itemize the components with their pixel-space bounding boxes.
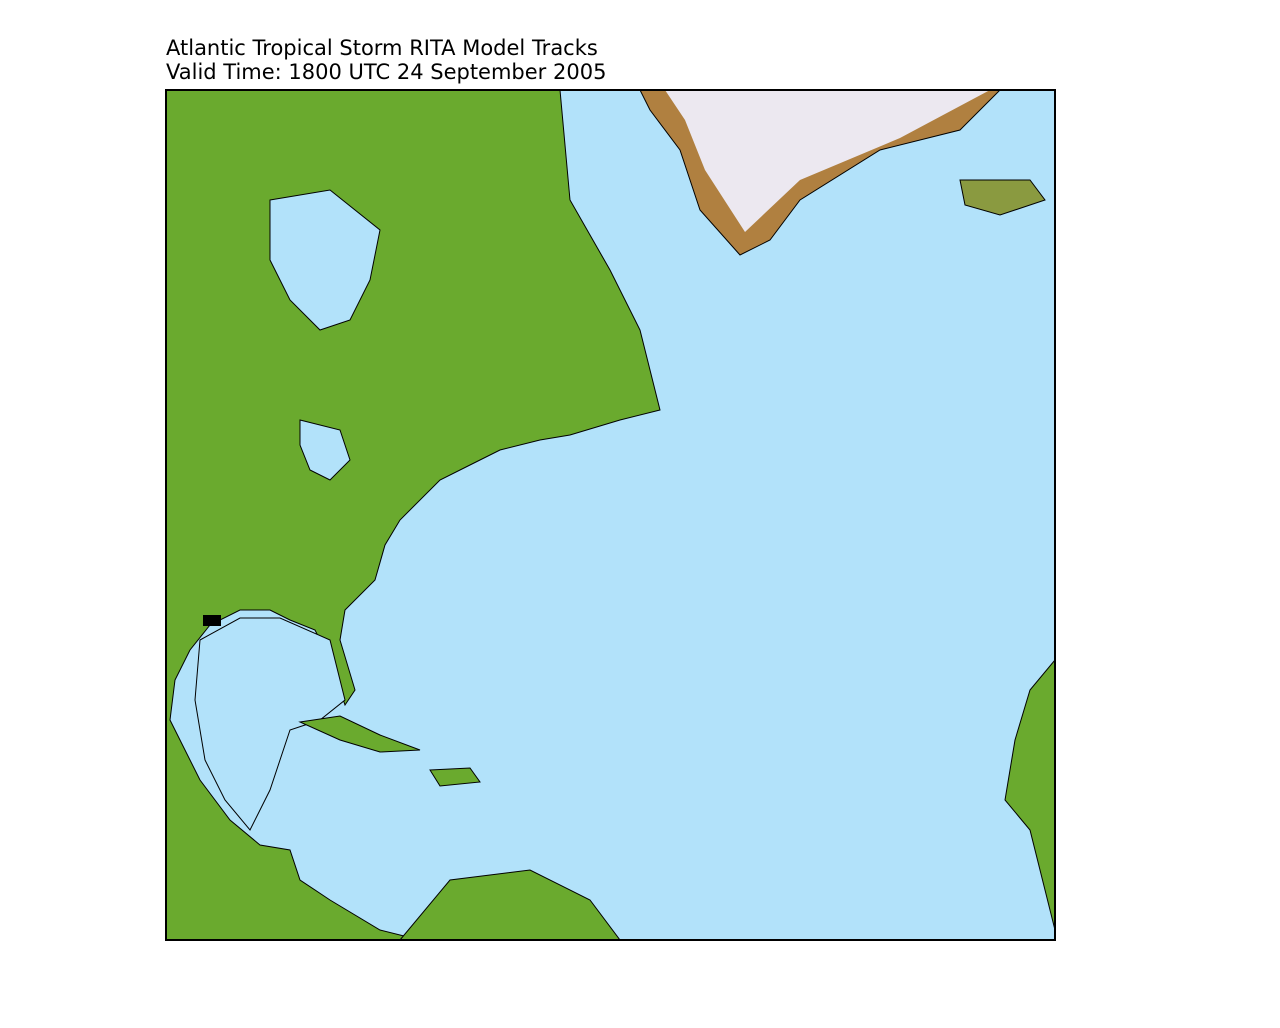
hispaniola: [429, 767, 481, 787]
greenland-ice: [665, 90, 990, 232]
initial-point: [203, 615, 221, 626]
great-lakes: [299, 419, 351, 481]
subtitle: Valid Time: 1800 UTC 24 September 2005: [166, 60, 606, 84]
cuba: [298, 715, 421, 753]
south-america: [399, 869, 621, 940]
map-frame: [165, 89, 1056, 941]
hudson-bay: [269, 189, 381, 331]
africa: [1004, 659, 1055, 931]
map-area: [166, 90, 1055, 940]
title: Atlantic Tropical Storm RITA Model Track…: [166, 36, 598, 60]
iceland: [959, 179, 1046, 216]
gulf-of-mexico: [194, 617, 346, 831]
